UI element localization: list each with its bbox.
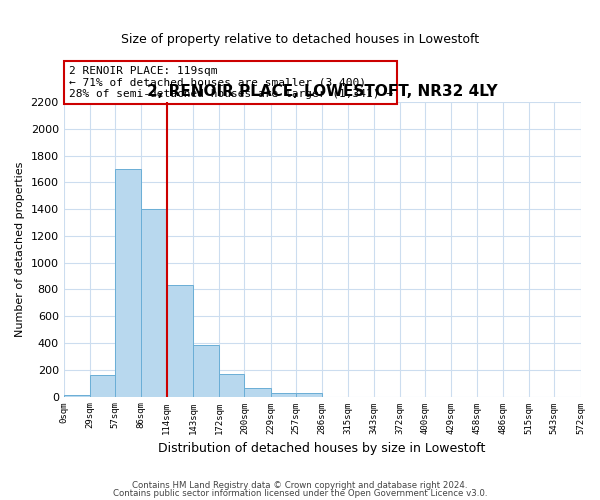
- Bar: [64, 394, 90, 396]
- Text: Contains HM Land Registry data © Crown copyright and database right 2024.: Contains HM Land Registry data © Crown c…: [132, 481, 468, 490]
- Title: 2, RENOIR PLACE, LOWESTOFT, NR32 4LY: 2, RENOIR PLACE, LOWESTOFT, NR32 4LY: [147, 84, 497, 100]
- Bar: [193, 345, 219, 397]
- Text: Contains public sector information licensed under the Open Government Licence v3: Contains public sector information licen…: [113, 488, 487, 498]
- Bar: [244, 388, 271, 396]
- Bar: [219, 374, 244, 396]
- Bar: [296, 393, 322, 396]
- X-axis label: Distribution of detached houses by size in Lowestoft: Distribution of detached houses by size …: [158, 442, 486, 455]
- Bar: [90, 375, 115, 396]
- Bar: [115, 169, 142, 396]
- Text: Size of property relative to detached houses in Lowestoft: Size of property relative to detached ho…: [121, 32, 479, 46]
- Bar: [142, 209, 167, 396]
- Text: 2 RENOIR PLACE: 119sqm
← 71% of detached houses are smaller (3,400)
28% of semi-: 2 RENOIR PLACE: 119sqm ← 71% of detached…: [69, 66, 393, 99]
- Bar: [271, 392, 296, 396]
- Y-axis label: Number of detached properties: Number of detached properties: [15, 162, 25, 337]
- Bar: [167, 286, 193, 397]
